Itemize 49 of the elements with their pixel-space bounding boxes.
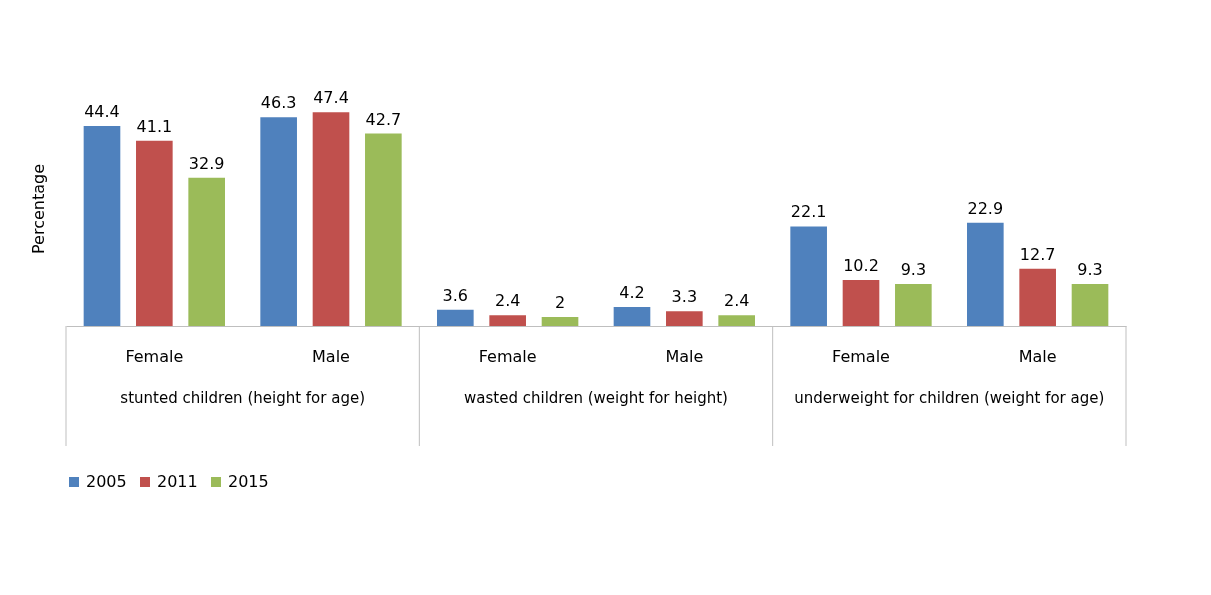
data-label: 3.3: [671, 287, 698, 307]
data-label: 32.9: [188, 153, 225, 173]
data-label: 10.2: [843, 256, 879, 276]
data-label: 46.3: [260, 93, 297, 113]
data-label: 12.7: [1019, 244, 1056, 264]
bar: [83, 125, 121, 326]
bar: [136, 140, 173, 326]
text: stunted children (height for age): [120, 389, 366, 407]
data-label: 3.6: [442, 285, 469, 305]
x-tick-label: Male: [1018, 346, 1057, 366]
data-label: 9.3: [900, 260, 927, 280]
text: wasted children (weight for height): [464, 389, 728, 407]
x-tick-label: Male: [665, 346, 704, 366]
bar: [666, 311, 703, 326]
data-label: 22.9: [967, 198, 1004, 218]
bar: [1019, 268, 1056, 326]
data-label: 47.4: [313, 88, 349, 108]
bar: [895, 284, 932, 326]
legend-label: 2011: [157, 472, 198, 491]
data-label: 2.4: [723, 291, 750, 311]
bar: [541, 316, 579, 326]
x-tick-label: Male: [312, 346, 350, 366]
y-axis-title: Percentage: [28, 163, 48, 255]
bar: [489, 315, 526, 326]
data-label: 4.2: [619, 283, 645, 303]
bar: [842, 280, 880, 326]
x-tick-label: Female: [478, 346, 537, 366]
bar: [1071, 284, 1109, 326]
x-tick-label: Female: [125, 346, 184, 366]
data-label: 22.1: [790, 202, 827, 222]
bar: [967, 222, 1004, 326]
data-label: 2.4: [494, 291, 521, 311]
legend-label: 2005: [86, 472, 127, 491]
data-label: 42.7: [365, 109, 402, 129]
bar: [365, 133, 402, 326]
bar: [718, 315, 755, 326]
data-label: 44.4: [84, 101, 120, 121]
bar: [437, 309, 474, 326]
bar: [790, 226, 827, 326]
bar: [613, 307, 651, 326]
bar: [312, 112, 350, 326]
data-label: 2: [554, 292, 566, 312]
x-tick-label: Female: [832, 346, 890, 366]
data-label: 9.3: [1077, 260, 1103, 280]
bar: [260, 117, 297, 326]
text: underweight for children (weight for age): [794, 389, 1105, 407]
legend-label: 2015: [228, 472, 269, 491]
data-label: 41.1: [136, 116, 173, 136]
bar: [188, 177, 225, 326]
